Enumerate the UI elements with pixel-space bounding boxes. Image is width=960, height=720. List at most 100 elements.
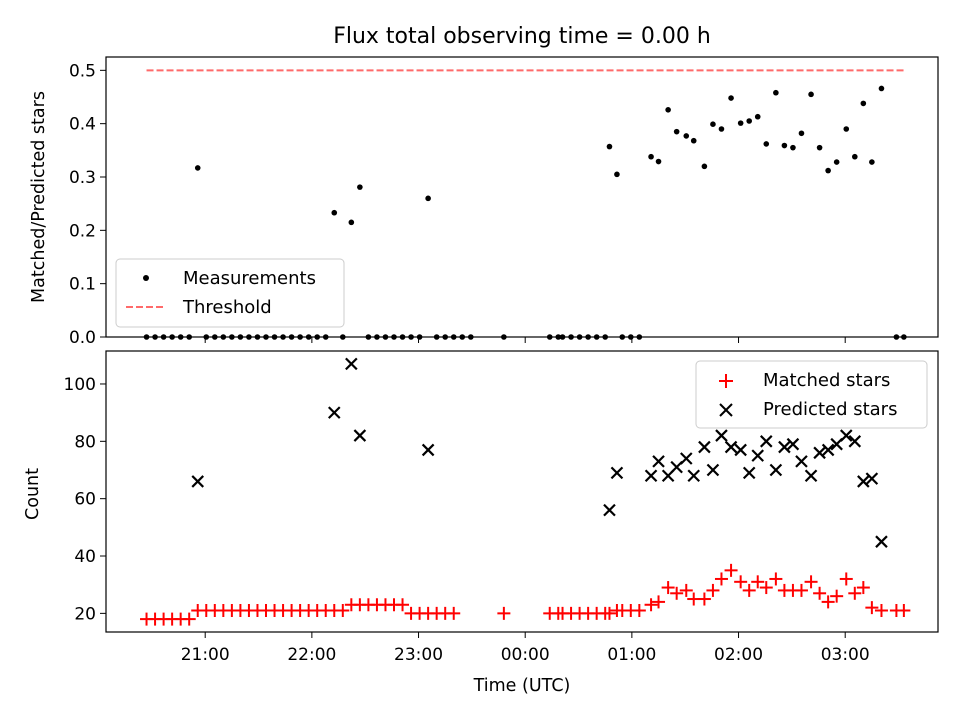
measurement-point	[728, 95, 734, 101]
predicted-star-stroke-b	[706, 463, 720, 477]
measurement-point	[878, 85, 885, 92]
measurement-point	[683, 133, 690, 139]
predicted-star-point	[821, 443, 835, 457]
predicted-star-point	[191, 475, 205, 488]
bottom-x-tick-label: 02:00	[714, 645, 763, 665]
top-legend: Measurements Threshold	[115, 258, 345, 328]
measurement-point	[754, 113, 761, 120]
predicted-star-point	[769, 463, 783, 477]
predicted-star-point	[778, 440, 791, 454]
matched-star-point	[714, 572, 728, 586]
legend-predicted-marker	[719, 403, 733, 417]
measurement-point	[773, 89, 779, 96]
predicted-star-stroke-b	[652, 455, 665, 468]
predicted-star-stroke-b	[821, 443, 835, 457]
measurement-point	[790, 144, 796, 151]
predicted-star-point	[687, 469, 701, 483]
measurement-point	[833, 159, 840, 165]
top-y-tick-label: 0.3	[69, 168, 96, 188]
predicted-star-point	[839, 429, 853, 442]
matched-star-point	[602, 606, 616, 620]
bottom-y-axis-label: Count	[23, 468, 43, 520]
bottom-x-tick-label: 00:00	[501, 645, 550, 665]
measurement-point	[869, 159, 875, 165]
bottom-legend: Matched stars Predicted stars	[695, 360, 928, 429]
top-y-tick-label: 0.5	[69, 61, 96, 81]
measurement-point	[808, 91, 814, 98]
matched-star-point	[759, 581, 773, 595]
matched-star-point	[742, 583, 756, 597]
predicted-star-point	[421, 443, 435, 457]
predicted-star-point	[353, 429, 367, 442]
predicted-star-stroke-b	[610, 466, 624, 480]
bottom-panel: 20 40 60 80 100 21:00 22:00 23:00 00:00 01:00 02:…	[23, 350, 939, 696]
bottom-x-axis: 21:00 22:00 23:00 00:00 01:00 02:00 03:00	[181, 632, 870, 665]
top-legend-box	[115, 258, 345, 328]
predicted-star-stroke-b	[839, 429, 853, 442]
matched-star-point	[813, 586, 827, 600]
predicted-star-stroke-b	[644, 469, 658, 483]
measurement-point	[690, 137, 697, 144]
matched-star-point	[182, 612, 196, 626]
predicted-star-point	[875, 535, 888, 548]
predicted-star-stroke-b	[865, 472, 879, 485]
predicted-star-point	[865, 472, 879, 485]
matched-star-point	[830, 589, 844, 603]
predicted-star-point	[610, 466, 624, 480]
matched-star-point	[821, 595, 835, 609]
bottom-y-tick-label: 80	[74, 432, 96, 452]
predicted-star-stroke-b	[698, 440, 711, 454]
predicted-star-stroke-b	[715, 429, 728, 442]
predicted-star-point	[698, 440, 711, 454]
matched-star-point	[865, 601, 879, 615]
predicted-star-stroke-b	[786, 437, 800, 451]
bottom-x-tick-label: 21:00	[181, 645, 230, 665]
measurement-point	[425, 195, 431, 202]
predicted-star-stroke-b	[421, 443, 435, 457]
predicted-star-stroke-b	[857, 475, 870, 488]
top-y-tick-label: 0.4	[69, 115, 96, 135]
legend-matched-marker	[719, 374, 733, 388]
top-plot-frame	[105, 56, 939, 338]
matched-star-point	[848, 586, 862, 600]
predicted-star-stroke-b	[795, 455, 808, 468]
predicted-star-stroke-b	[751, 449, 765, 462]
bottom-x-tick-label: 01:00	[607, 645, 656, 665]
top-y-axis: 0.0 0.1 0.2 0.3 0.4 0.5	[69, 61, 106, 348]
bottom-y-tick-label: 60	[74, 490, 96, 510]
bottom-x-axis-label: Time (UTC)	[473, 676, 571, 696]
predicted-star-stroke-b	[769, 463, 783, 477]
matched-star-point	[856, 581, 870, 595]
measurement-point	[781, 142, 788, 149]
matched-star-point	[497, 606, 511, 620]
predicted-star-stroke-b	[848, 435, 862, 448]
measurement-point	[665, 107, 671, 113]
predicted-star-stroke-b	[687, 469, 701, 483]
top-y-tick-label: 0.2	[69, 221, 96, 241]
predicted-star-point	[795, 455, 808, 468]
top-x-ticks	[204, 337, 846, 343]
bottom-x-tick-label: 03:00	[821, 645, 870, 665]
measurement-point	[746, 118, 752, 124]
matched-star-point	[706, 583, 720, 597]
predicted-star-point	[759, 435, 773, 448]
legend-threshold-label: Threshold	[182, 297, 272, 318]
measurement-point	[348, 219, 355, 226]
bottom-data-layer	[140, 357, 911, 626]
measurement-point	[710, 121, 716, 127]
measurement-point	[718, 126, 725, 132]
matched-star-point	[697, 592, 711, 606]
predicted-star-stroke-b	[327, 406, 341, 419]
measurement-point	[763, 141, 770, 147]
bottom-y-tick-label: 20	[74, 604, 96, 624]
predicted-star-point	[786, 437, 800, 451]
matched-star-point	[751, 575, 765, 589]
predicted-star-stroke-b	[742, 466, 756, 480]
legend-predicted-label: Predicted stars	[763, 399, 897, 420]
matched-star-point	[336, 603, 350, 617]
matched-star-point	[447, 606, 461, 620]
matched-star-point	[652, 595, 666, 609]
predicted-star-stroke-b	[679, 452, 693, 465]
predicted-star-stroke-b	[813, 446, 826, 460]
predicted-star-stroke-b	[759, 435, 773, 448]
